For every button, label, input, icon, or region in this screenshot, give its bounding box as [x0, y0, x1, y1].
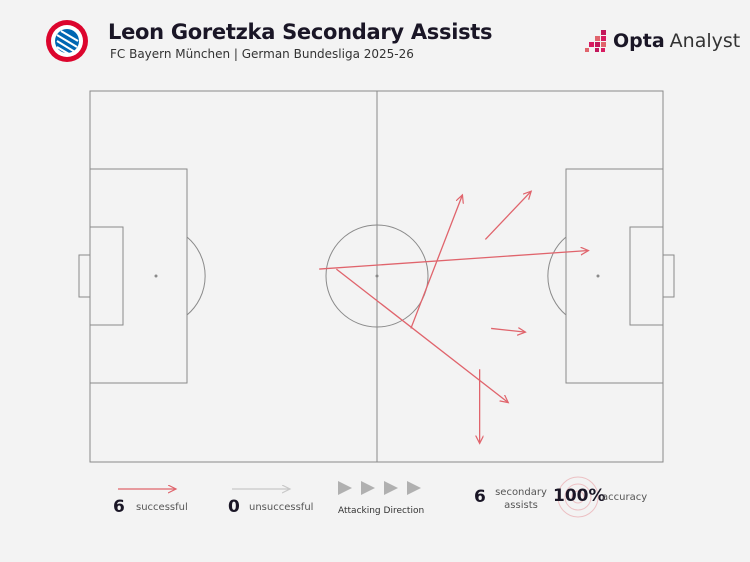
right-penalty-box: [565, 168, 664, 384]
accuracy-value: 100%: [553, 486, 606, 506]
page-subtitle: FC Bayern München | German Bundesliga 20…: [110, 47, 414, 61]
club-logo: [46, 20, 88, 62]
pitch-lines: [78, 90, 675, 463]
left-six-yard-box: [89, 226, 124, 326]
attacking-direction-icon: [338, 481, 421, 495]
left-goal: [78, 254, 91, 298]
pass-arrow-2: [484, 191, 531, 240]
successful-count: 6: [113, 497, 125, 517]
brand-bold: Opta: [613, 30, 665, 52]
left-penalty-box: [89, 168, 188, 384]
pass-arrow-1: [410, 195, 463, 329]
pass-arrow-3: [319, 251, 588, 270]
left-penalty-spot: [154, 274, 158, 278]
opta-analyst-logo: Opta Analyst: [585, 30, 740, 52]
unsuccessful-count: 0: [228, 497, 240, 517]
page-title: Leon Goretzka Secondary Assists: [108, 20, 493, 44]
accuracy-target-icon: [557, 476, 599, 518]
passes: [319, 191, 588, 443]
opta-icon: [585, 30, 606, 52]
secondary-assists-label: secondary assists: [495, 486, 547, 512]
right-penalty-spot: [596, 274, 600, 278]
right-goal: [662, 254, 675, 298]
accuracy-label: accuracy: [602, 492, 648, 503]
brand-light: Analyst: [669, 30, 741, 52]
right-arc: [547, 236, 567, 316]
pass-arrow-4: [335, 268, 508, 403]
secondary-label-line2: assists: [504, 500, 538, 511]
pass-arrow-5: [491, 328, 525, 332]
unsuccessful-label: unsuccessful: [249, 502, 314, 513]
secondary-assists-count: 6: [474, 487, 486, 507]
centre-circle: [325, 224, 429, 328]
successful-label: successful: [136, 502, 188, 513]
secondary-label-line1: secondary: [495, 487, 547, 498]
centre-spot: [375, 274, 379, 278]
left-arc: [186, 236, 206, 316]
attacking-direction-label: Attacking Direction: [338, 506, 425, 516]
right-six-yard-box: [629, 226, 664, 326]
